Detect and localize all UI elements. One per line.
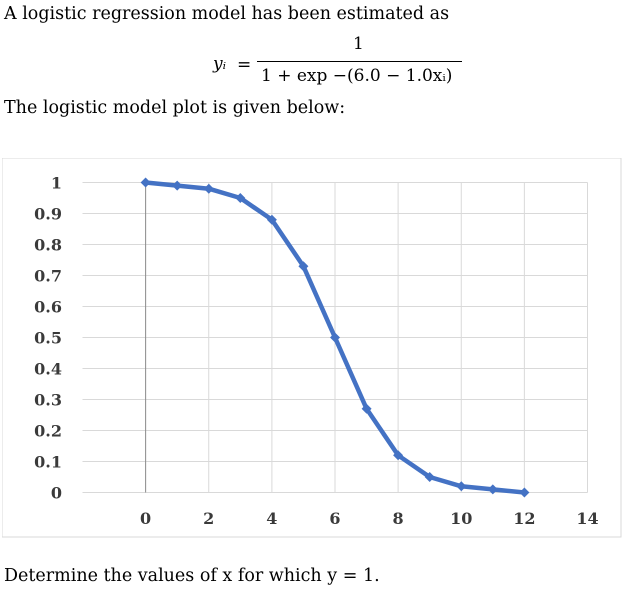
question-text: Determine the values of x for which y = … bbox=[4, 566, 380, 586]
data-point-marker bbox=[519, 487, 530, 498]
equation-numerator: 1 bbox=[353, 34, 364, 54]
data-point-marker bbox=[361, 403, 372, 414]
plot-intro-text: The logistic model plot is given below: bbox=[4, 98, 346, 118]
logistic-chart: 00.10.20.30.40.50.60.70.80.910 2 4 6 8 10 12 14 bbox=[1, 157, 622, 538]
y-tick-label: 0.8 bbox=[34, 236, 62, 255]
data-point-marker bbox=[172, 180, 183, 191]
y-tick-label: 0.7 bbox=[34, 267, 62, 286]
data-point-marker bbox=[140, 177, 151, 188]
fraction-bar bbox=[257, 61, 462, 62]
equation-lhs: yᵢ bbox=[213, 54, 227, 74]
data-point-marker bbox=[487, 484, 498, 495]
data-point-marker bbox=[393, 450, 404, 461]
x-tick-label: 2 bbox=[203, 509, 214, 528]
x-tick-label: 12 bbox=[513, 509, 535, 528]
equation-denominator: 1 + exp −(6.0 − 1.0xᵢ) bbox=[261, 66, 453, 86]
y-tick-label: 1 bbox=[51, 174, 62, 193]
series-line bbox=[140, 177, 530, 498]
y-tick-label: 0.5 bbox=[34, 329, 62, 348]
y-tick-label: 0.4 bbox=[34, 360, 62, 379]
x-tick-label: 10 bbox=[450, 509, 472, 528]
y-tick-label: 0.6 bbox=[34, 298, 62, 317]
data-point-marker bbox=[298, 261, 309, 272]
y-tick-label: 0.2 bbox=[34, 422, 62, 441]
y-tick-label: 0.3 bbox=[34, 391, 62, 410]
data-point-marker bbox=[235, 193, 246, 203]
x-tick-label: 14 bbox=[576, 509, 598, 528]
chart-frame bbox=[1, 157, 622, 538]
x-tick-label: 6 bbox=[329, 509, 340, 528]
tick-labels: 00.10.20.30.40.50.60.70.80.910 2 4 6 8 10 12 14 bbox=[34, 174, 598, 529]
intro-text: A logistic regression model has been est… bbox=[4, 4, 450, 24]
y-tick-label: 0.1 bbox=[34, 453, 62, 472]
logistic-equation: yᵢ = 1 1 + exp −(6.0 − 1.0xᵢ) bbox=[213, 34, 473, 94]
data-point-marker bbox=[203, 183, 214, 194]
data-point-marker bbox=[424, 472, 435, 482]
data-point-marker bbox=[330, 332, 340, 343]
y-tick-label: 0 bbox=[51, 484, 62, 503]
data-point-marker bbox=[456, 481, 467, 492]
x-tick-label: 0 bbox=[140, 509, 151, 528]
x-tick-label: 8 bbox=[393, 509, 404, 528]
y-tick-label: 0.9 bbox=[34, 205, 62, 224]
chart-container: 0 0.1 0.2 0.3 0.4 0.5 0.6 0.7 0.8 0.9 1 0 2 4 6 8 10 12 14 bbox=[1, 157, 622, 542]
x-tick-label: 4 bbox=[266, 509, 277, 528]
equation-equals: = bbox=[237, 55, 252, 75]
data-point-marker bbox=[266, 214, 277, 225]
